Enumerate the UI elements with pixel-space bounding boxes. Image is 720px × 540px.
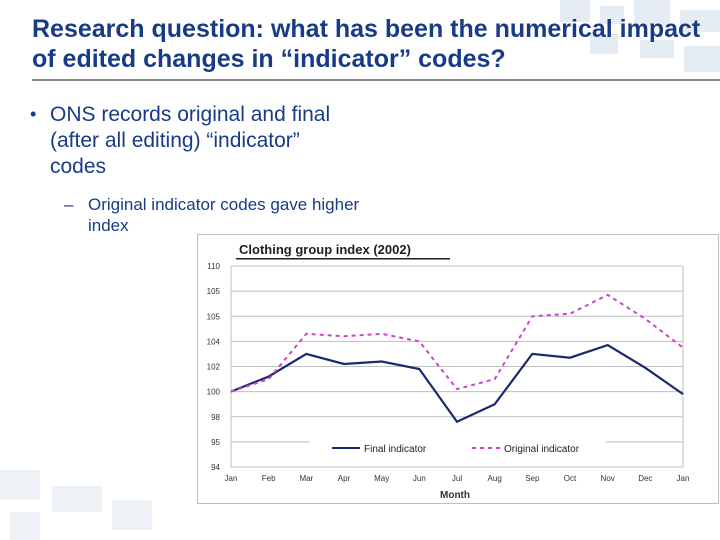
x-tick-label: Jun <box>413 474 426 483</box>
x-tick-label: Nov <box>601 474 615 483</box>
y-tick-label: 95 <box>211 438 220 447</box>
slide-title: Research question: what has been the num… <box>32 15 701 73</box>
x-tick-label: Feb <box>262 474 276 483</box>
x-tick-label: Sep <box>525 474 540 483</box>
dash-icon: – <box>64 195 74 214</box>
series-line-final-indicator <box>230 343 684 424</box>
title-divider <box>32 79 720 81</box>
x-tick-label: Mar <box>299 474 313 483</box>
legend-label: Original indicator <box>504 444 580 455</box>
sub-bullet-text: Original indicator codes gave higher ind… <box>88 195 360 235</box>
y-tick-label: 94 <box>211 463 220 472</box>
chart-title: Clothing group index (2002) <box>239 242 411 257</box>
x-tick-label: Jul <box>452 474 462 483</box>
bullet-text: ONS records original and final (after al… <box>50 103 331 178</box>
x-tick-label: Dec <box>638 474 652 483</box>
y-tick-label: 98 <box>211 413 220 422</box>
series-line-original-indicator <box>230 293 684 393</box>
bullet-dot-icon: • <box>30 104 37 124</box>
line-chart: Clothing group index (2002) 94 95 98 100 102… <box>207 242 690 501</box>
x-tick-label: Oct <box>564 474 577 483</box>
y-tick-label: 105 <box>207 287 221 296</box>
x-tick-label: Apr <box>338 474 351 483</box>
x-tick-label: Aug <box>488 474 502 483</box>
x-tick-label: Jan <box>225 474 238 483</box>
legend-label: Final indicator <box>364 444 427 455</box>
y-tick-label: 105 <box>207 312 221 321</box>
y-tick-label: 100 <box>207 388 221 397</box>
x-tick-label: Jan <box>677 474 690 483</box>
x-tick-label: May <box>374 474 389 483</box>
x-axis-label: Month <box>440 490 470 501</box>
y-tick-label: 104 <box>207 337 221 346</box>
chart-panel: Clothing group index (2002) 94 95 98 100 102… <box>197 234 719 504</box>
y-tick-label: 102 <box>207 363 221 372</box>
y-tick-label: 110 <box>207 262 220 271</box>
chart-title-underline <box>236 258 450 260</box>
